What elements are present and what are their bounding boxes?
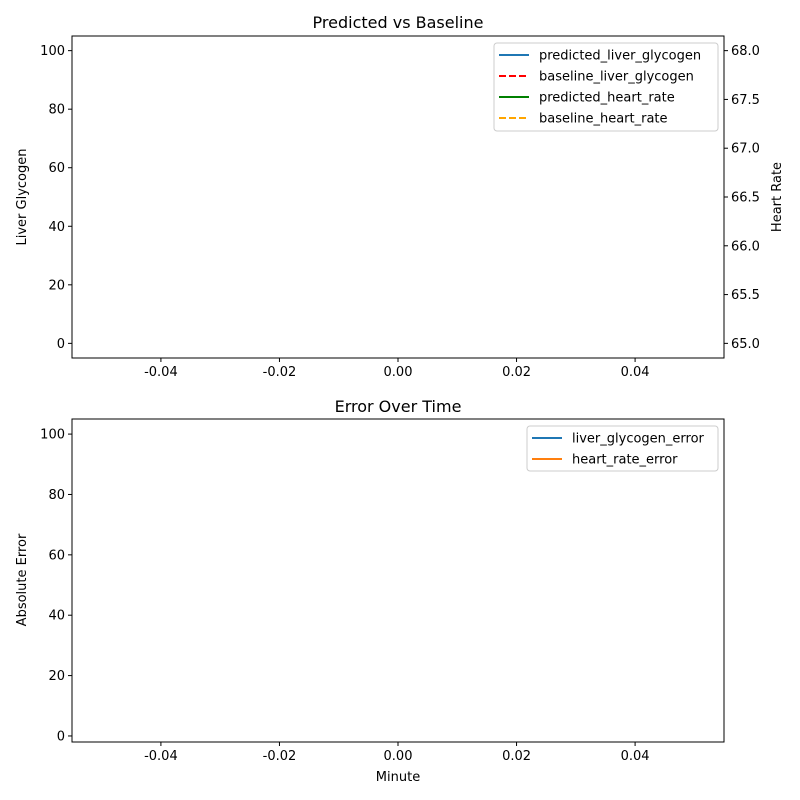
top-legend: predicted_liver_glycogen baseline_liver_g… bbox=[493, 42, 719, 132]
legend-label: predicted_heart_rate bbox=[539, 91, 675, 106]
bottom-x-axis-label: Minute bbox=[376, 770, 420, 785]
y-tick-label: 40 bbox=[48, 609, 65, 624]
legend-label: baseline_heart_rate bbox=[539, 112, 668, 127]
top-chart-title: Predicted vs Baseline bbox=[313, 13, 484, 32]
x-tick-label: -0.04 bbox=[144, 749, 178, 764]
y-tick-label: 100 bbox=[40, 428, 65, 443]
y-tick-label: 0 bbox=[57, 729, 65, 744]
y2-tick-label: 68.0 bbox=[731, 44, 760, 59]
top-y2-axis-label: Heart Rate bbox=[770, 162, 785, 232]
top-left-y-axis-ticks: 0 20 40 60 80 100 bbox=[40, 44, 72, 352]
bottom-y-axis-ticks: 0 20 40 60 80 100 bbox=[40, 428, 72, 744]
y2-tick-label: 65.0 bbox=[731, 337, 760, 352]
x-tick-label: -0.02 bbox=[263, 365, 297, 380]
x-tick-label: -0.02 bbox=[263, 749, 297, 764]
top-x-axis-ticks: -0.04 -0.02 0.00 0.02 0.04 bbox=[144, 358, 650, 380]
y2-tick-label: 67.0 bbox=[731, 142, 760, 157]
y-tick-label: 40 bbox=[48, 220, 65, 235]
x-tick-label: 0.04 bbox=[621, 749, 650, 764]
top-chart: Predicted vs Baseline -0.04 -0.02 0.00 0.02… bbox=[15, 13, 785, 380]
y-tick-label: 20 bbox=[48, 669, 65, 684]
legend-label: baseline_liver_glycogen bbox=[539, 70, 694, 85]
legend-label: heart_rate_error bbox=[572, 453, 678, 468]
bottom-legend-box bbox=[526, 425, 719, 472]
y-tick-label: 80 bbox=[48, 103, 65, 118]
bottom-legend: liver_glycogen_error heart_rate_error bbox=[526, 425, 719, 472]
x-tick-label: 0.02 bbox=[502, 365, 531, 380]
x-tick-label: -0.04 bbox=[144, 365, 178, 380]
y-tick-label: 20 bbox=[48, 278, 65, 293]
y-tick-label: 60 bbox=[48, 161, 65, 176]
top-legend-box bbox=[493, 42, 719, 132]
y-tick-label: 0 bbox=[57, 337, 65, 352]
bottom-x-axis-ticks: -0.04 -0.02 0.00 0.02 0.04 bbox=[144, 742, 650, 764]
y-tick-label: 80 bbox=[48, 488, 65, 503]
bottom-chart: Error Over Time -0.04 -0.02 0.00 0.02 0.04 0… bbox=[15, 397, 725, 785]
y2-tick-label: 67.5 bbox=[731, 93, 760, 108]
legend-label: predicted_liver_glycogen bbox=[539, 49, 701, 64]
x-tick-label: 0.04 bbox=[621, 365, 650, 380]
top-y-axis-label: Liver Glycogen bbox=[15, 149, 30, 246]
x-tick-label: 0.00 bbox=[384, 365, 413, 380]
y-tick-label: 60 bbox=[48, 548, 65, 563]
y2-tick-label: 66.5 bbox=[731, 191, 760, 206]
top-plot-frame bbox=[71, 35, 725, 359]
bottom-y-axis-label: Absolute Error bbox=[15, 533, 30, 626]
legend-label: liver_glycogen_error bbox=[572, 432, 705, 447]
y-tick-label: 100 bbox=[40, 44, 65, 59]
bottom-chart-title: Error Over Time bbox=[335, 397, 462, 416]
bottom-plot-frame bbox=[71, 418, 725, 743]
top-right-y-axis-ticks: 65.0 65.5 66.0 66.5 67.0 67.5 68.0 bbox=[724, 44, 760, 352]
y2-tick-label: 65.5 bbox=[731, 288, 760, 303]
x-tick-label: 0.00 bbox=[384, 749, 413, 764]
x-tick-label: 0.02 bbox=[502, 749, 531, 764]
y2-tick-label: 66.0 bbox=[731, 239, 760, 254]
